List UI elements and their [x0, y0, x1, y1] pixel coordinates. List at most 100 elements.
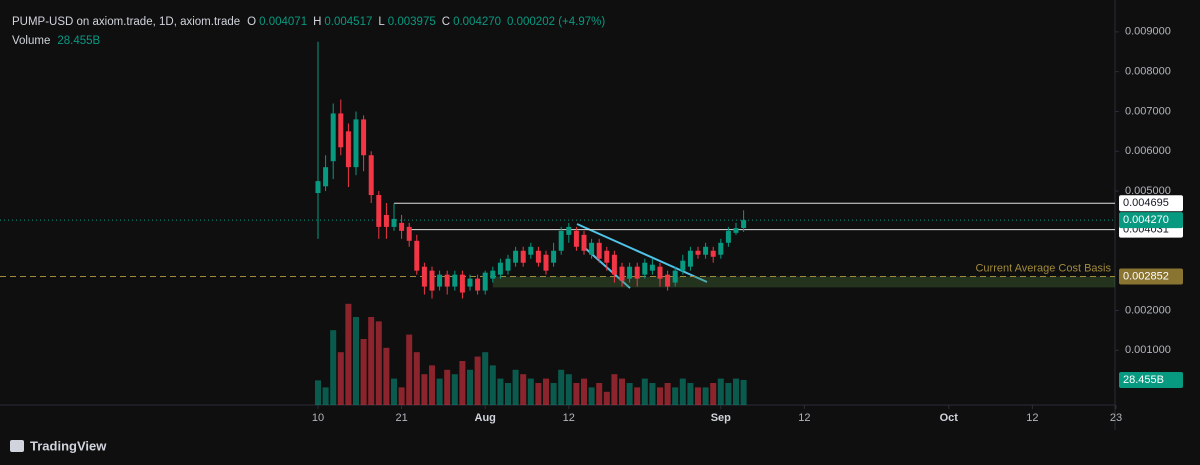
- candle-body: [361, 119, 367, 156]
- candle-body: [490, 270, 496, 279]
- candle-body: [376, 195, 382, 227]
- x-tick-label: 12: [798, 412, 810, 424]
- candle-body: [558, 230, 564, 251]
- candle-body: [467, 278, 473, 287]
- candle-body: [535, 250, 541, 263]
- candle-body: [543, 254, 549, 271]
- volume-bar: [581, 378, 587, 405]
- candle-body: [429, 270, 435, 291]
- price-label-box: [1119, 195, 1183, 212]
- y-tick-label: 0.008000: [1125, 66, 1171, 78]
- candle-body: [604, 250, 610, 263]
- volume-bar: [641, 378, 648, 405]
- volume-bar: [717, 378, 724, 405]
- volume-bar: [337, 352, 344, 405]
- volume-bar: [444, 369, 451, 405]
- volume-bar: [489, 365, 496, 405]
- y-tick-label: 0.002000: [1125, 304, 1171, 316]
- volume-bar: [459, 361, 466, 405]
- candle-body: [551, 250, 557, 263]
- candle-body: [315, 181, 321, 194]
- candle-body: [680, 260, 686, 271]
- footer[interactable]: TradingView: [30, 438, 107, 453]
- candle-body: [573, 230, 579, 247]
- candle-body: [627, 266, 633, 279]
- logo-icon: [10, 440, 24, 452]
- volume-value: 28.455B: [57, 35, 100, 47]
- candle-body: [741, 220, 747, 229]
- volume-bar: [520, 374, 527, 405]
- candle-body: [452, 274, 458, 287]
- candle-body: [406, 226, 412, 241]
- volume-bar: [672, 387, 679, 405]
- candle-body: [475, 278, 481, 291]
- ohlc-key: C: [442, 16, 450, 28]
- volume-bar: [375, 321, 382, 405]
- volume-bar: [391, 378, 397, 405]
- x-tick-label: 21: [395, 412, 407, 424]
- y-tick-label: 0.007000: [1125, 105, 1171, 117]
- volume-bar: [353, 317, 359, 405]
- volume-bar: [596, 383, 603, 405]
- cost-basis-text: Current Average Cost Basis: [975, 262, 1111, 274]
- volume-bar: [573, 383, 580, 405]
- chart-title: PUMP-USD on axiom.trade, 1D, axiom.trade: [12, 16, 240, 28]
- x-tick-label: Aug: [475, 412, 496, 424]
- candle-body: [703, 246, 709, 255]
- volume-bar: [664, 383, 671, 405]
- volume-bar: [687, 383, 694, 405]
- price-label: 28.455B: [1123, 374, 1164, 386]
- volume-bar: [421, 374, 428, 405]
- volume-bar: [345, 303, 352, 405]
- volume-bar: [315, 380, 321, 405]
- volume-bar: [725, 383, 732, 405]
- x-tick-label: 23: [1110, 412, 1122, 424]
- volume-bar: [588, 387, 595, 405]
- candle-body: [482, 272, 488, 291]
- candle-body: [421, 266, 427, 287]
- zone: [492, 276, 1115, 288]
- change: 0.000202 (+4.97%): [507, 16, 605, 28]
- candle-body: [665, 274, 671, 287]
- y-tick-label: 0.006000: [1125, 145, 1171, 157]
- volume-bar: [702, 387, 709, 405]
- ohlc-value: 0.004270: [453, 16, 501, 28]
- candle-body: [497, 262, 503, 275]
- ohlc-value: 0.003975: [388, 16, 436, 28]
- volume-bar: [710, 383, 717, 405]
- volume-bar: [467, 369, 473, 405]
- x-tick-label: 10: [312, 412, 324, 424]
- candle-body: [368, 155, 374, 196]
- x-tick-label: 12: [563, 412, 575, 424]
- volume-bar: [505, 383, 511, 405]
- candle-body: [710, 250, 716, 257]
- volume-bar: [679, 378, 686, 405]
- volume-bar: [406, 334, 413, 405]
- candle-body: [642, 262, 648, 275]
- volume-bar: [398, 387, 405, 405]
- volume-bar: [603, 391, 610, 405]
- y-tick-label: 0.005000: [1125, 185, 1171, 197]
- candle-body: [330, 113, 336, 162]
- candle-body: [687, 250, 693, 267]
- price-label: 0.004695: [1123, 197, 1169, 209]
- ohlc-value: 0.004071: [259, 16, 307, 28]
- volume-bar: [657, 387, 663, 405]
- candle-body: [619, 266, 625, 281]
- candle-body: [338, 113, 344, 148]
- volume-bar: [360, 339, 367, 405]
- candle-body: [444, 274, 450, 287]
- candle-body: [611, 254, 617, 275]
- candle-body: [581, 234, 587, 251]
- candle-body: [353, 119, 359, 168]
- volume-bar: [558, 369, 565, 405]
- candle-body: [634, 266, 640, 279]
- candle-body: [520, 250, 526, 263]
- candle-body: [399, 222, 405, 231]
- ohlc-key: H: [313, 16, 321, 28]
- y-tick-label: 0.009000: [1125, 26, 1171, 38]
- candle-body: [345, 131, 351, 168]
- price-label-box: [1119, 212, 1183, 229]
- candle-body: [459, 274, 465, 293]
- candle-body: [528, 246, 534, 255]
